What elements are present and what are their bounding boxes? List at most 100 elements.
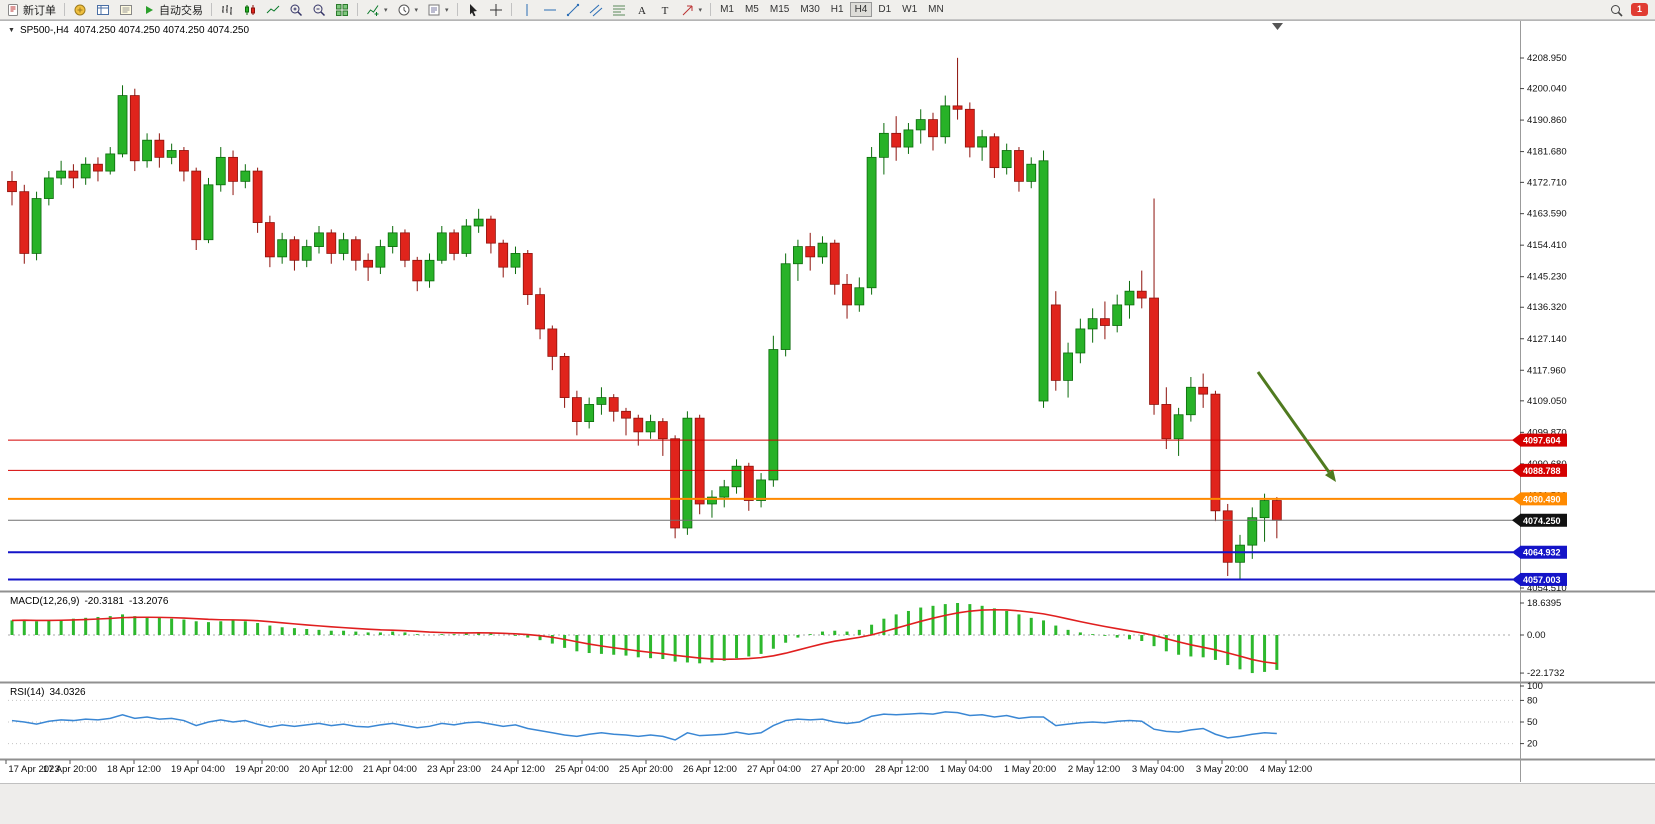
chart-header: ▼ SP500-,H4 4074.250 4074.250 4074.250 4…	[8, 25, 249, 36]
symbol-period-label: SP500-,H4	[19, 25, 69, 36]
cursor-icon	[469, 3, 477, 16]
periods-clock-icon	[398, 4, 410, 15]
tile-windows-button[interactable]	[331, 2, 353, 18]
candlestick-chart-button[interactable]	[239, 2, 261, 18]
svg-text:24 Apr 12:00: 24 Apr 12:00	[491, 764, 545, 775]
market-watch-button[interactable]	[69, 2, 91, 18]
fibonacci-icon	[612, 5, 625, 15]
separator	[710, 3, 712, 16]
indicators-button[interactable]: ▾	[362, 2, 392, 18]
svg-text:26 Apr 12:00: 26 Apr 12:00	[683, 764, 737, 775]
timeframe-w1[interactable]: W1	[897, 2, 922, 17]
new-order-label: 新订单	[23, 4, 56, 17]
timeframe-h4[interactable]: H4	[849, 2, 873, 17]
svg-text:4181.680: 4181.680	[1527, 147, 1567, 158]
timeframe-m1[interactable]: M1	[715, 2, 739, 17]
svg-text:23 Apr 23:00: 23 Apr 23:00	[427, 764, 481, 775]
market-watch-icon	[74, 4, 86, 15]
zoom-out-button[interactable]	[308, 2, 330, 18]
toolbar: 新订单 自动交易	[0, 0, 1655, 20]
svg-text:4145.230: 4145.230	[1527, 272, 1567, 283]
ohlc-values: 4074.250 4074.250 4074.250 4074.250	[73, 25, 250, 36]
svg-text:25 Apr 20:00: 25 Apr 20:00	[619, 764, 673, 775]
text-label-button[interactable]: T	[654, 2, 676, 18]
trend-arrow[interactable]	[1256, 371, 1331, 474]
separator	[357, 3, 358, 16]
data-window-icon	[97, 4, 109, 15]
crosshair-icon	[489, 3, 502, 16]
svg-text:4074.250: 4074.250	[1523, 516, 1561, 526]
svg-text:4127.140: 4127.140	[1527, 334, 1567, 345]
svg-text:4054.510: 4054.510	[1527, 583, 1567, 594]
svg-text:4190.860: 4190.860	[1527, 115, 1567, 126]
svg-text:4200.040: 4200.040	[1527, 84, 1567, 95]
navigator-button[interactable]	[115, 2, 137, 18]
auto-trading-button[interactable]: 自动交易	[138, 2, 207, 18]
channel-button[interactable]	[585, 2, 607, 18]
price-tag	[1512, 464, 1520, 477]
timeframe-m30[interactable]: M30	[795, 2, 824, 17]
price-tag	[1512, 546, 1520, 559]
horizontal-line-icon	[543, 9, 556, 10]
rsi-value: 34.0326	[49, 687, 86, 698]
svg-text:-22.1732: -22.1732	[1527, 668, 1565, 679]
navigator-icon	[120, 4, 132, 15]
new-order-button[interactable]: 新订单	[2, 2, 60, 18]
svg-text:4057.003: 4057.003	[1523, 575, 1561, 585]
horizontal-line-button[interactable]	[539, 2, 561, 18]
trendline-icon	[566, 3, 579, 16]
channel-icon	[589, 4, 602, 16]
notification-badge[interactable]: 1	[1631, 3, 1648, 16]
svg-text:19 Apr 20:00: 19 Apr 20:00	[235, 764, 289, 775]
trend-arrow-head[interactable]	[1324, 469, 1336, 482]
crosshair-button[interactable]	[485, 2, 507, 18]
templates-button[interactable]: ▾	[423, 2, 453, 18]
timeframe-d1[interactable]: D1	[873, 2, 896, 17]
templates-icon	[428, 4, 440, 15]
text-button[interactable]: A	[631, 2, 653, 18]
candlesticks	[7, 57, 1282, 580]
zoom-in-button[interactable]	[285, 2, 307, 18]
trendline-button[interactable]	[562, 2, 584, 18]
arrows-button[interactable]: ▾	[677, 2, 707, 18]
timeframe-m15[interactable]: M15	[765, 2, 794, 17]
svg-text:50: 50	[1527, 717, 1538, 728]
svg-text:28 Apr 12:00: 28 Apr 12:00	[875, 764, 929, 775]
svg-text:2 May 12:00: 2 May 12:00	[1068, 764, 1120, 775]
chart-shift-marker[interactable]	[1272, 23, 1283, 30]
text-icon: A	[638, 5, 646, 17]
zoom-in-icon	[290, 4, 303, 16]
price-lines[interactable]: 4097.604 4088.788 4080.490 4074.250 4064.932…	[8, 433, 1567, 586]
svg-text:4097.604: 4097.604	[1523, 436, 1561, 446]
svg-text:21 Apr 04:00: 21 Apr 04:00	[363, 764, 417, 775]
svg-text:1 May 04:00: 1 May 04:00	[940, 764, 992, 775]
search-icon[interactable]	[1609, 3, 1623, 17]
cursor-button[interactable]	[462, 2, 484, 18]
svg-text:20: 20	[1527, 739, 1538, 750]
data-window-button[interactable]	[92, 2, 114, 18]
new-order-icon	[8, 3, 18, 16]
periods-button[interactable]: ▾	[393, 2, 423, 18]
fibonacci-button[interactable]	[608, 2, 630, 18]
svg-text:19 Apr 04:00: 19 Apr 04:00	[171, 764, 225, 775]
svg-text:T: T	[661, 5, 668, 17]
price-tag	[1512, 492, 1520, 505]
vertical-line-button[interactable]	[516, 2, 538, 18]
dropdown-caret-icon: ▾	[698, 6, 703, 14]
svg-text:4099.870: 4099.870	[1527, 427, 1567, 438]
timeframe-m5[interactable]: M5	[740, 2, 764, 17]
timeframe-h1[interactable]: H1	[826, 2, 849, 17]
svg-text:3 May 04:00: 3 May 04:00	[1132, 764, 1184, 775]
timeframe-mn[interactable]: MN	[923, 2, 949, 17]
line-chart-button[interactable]	[262, 2, 284, 18]
svg-text:4163.590: 4163.590	[1527, 209, 1567, 220]
svg-text:25 Apr 04:00: 25 Apr 04:00	[555, 764, 609, 775]
dropdown-caret-icon: ▾	[384, 6, 388, 14]
bar-chart-button[interactable]	[216, 2, 238, 18]
svg-text:27 Apr 20:00: 27 Apr 20:00	[811, 764, 865, 775]
zoom-out-icon	[313, 4, 326, 16]
symbol-dropdown-icon[interactable]: ▼	[8, 27, 15, 34]
